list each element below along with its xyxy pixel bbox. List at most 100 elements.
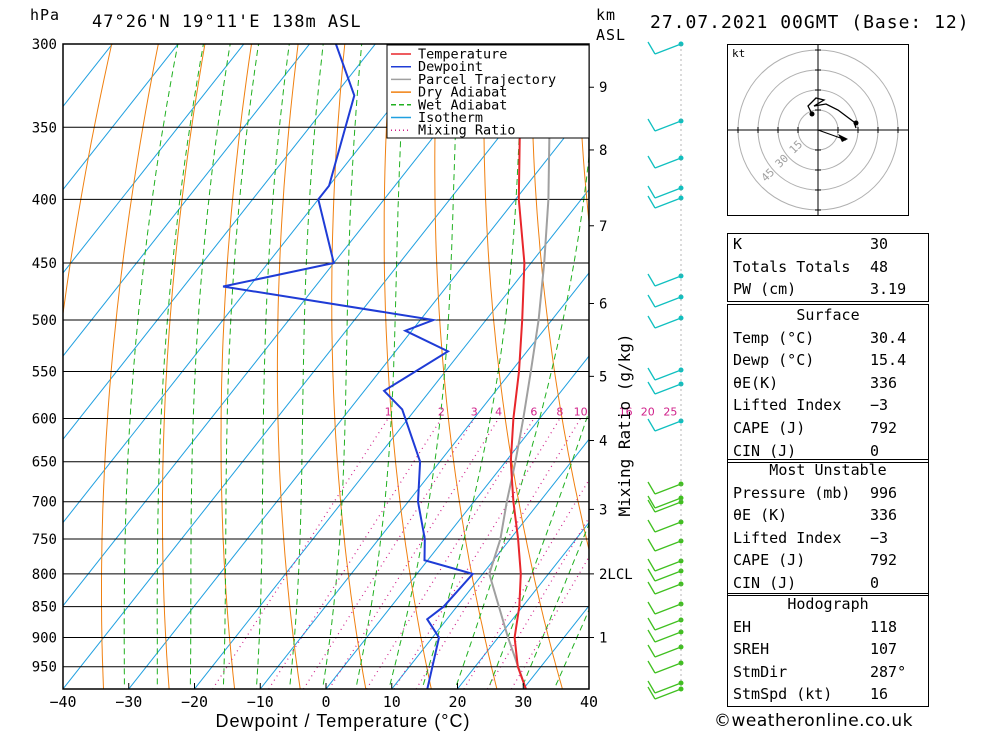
- hodograph-title: Hodograph: [787, 595, 869, 613]
- dry-adiabat-line: [101, 44, 159, 689]
- wind-barb: [654, 521, 682, 533]
- hodograph-point: [809, 111, 815, 117]
- pressure-tick-label: 750: [32, 532, 57, 548]
- dry-adiabat-lines: [63, 26, 700, 695]
- surface-label: Lifted Index: [733, 396, 842, 415]
- most-unstable-label: CAPE (J): [733, 551, 806, 570]
- legend-entry: Parcel Trajectory: [418, 72, 556, 88]
- x-tick-label: −40: [49, 693, 76, 711]
- isotherm-line: [651, 26, 701, 695]
- pressure-tick-label: 800: [32, 567, 57, 583]
- wind-barbs: [647, 41, 684, 700]
- index-value: 48: [870, 257, 889, 276]
- wet-adiabat-line: [454, 151, 589, 689]
- index-row: PW (cm) 3.19: [728, 278, 928, 301]
- wind-barb-flag: [647, 617, 656, 631]
- wind-barb: [654, 540, 682, 552]
- surface-value: 30.4: [870, 328, 907, 347]
- hodograph-row: StmDir 287°: [728, 661, 928, 684]
- pressure-tick-label: 550: [32, 364, 57, 380]
- dry-adiabat-line: [63, 44, 113, 318]
- hodograph-unit: kt: [732, 47, 745, 60]
- height-tick-label: 5: [599, 369, 607, 385]
- most-unstable-label: Pressure (mb): [733, 483, 851, 502]
- most-unstable-value: −3: [870, 528, 889, 547]
- isotherm-line: [391, 438, 589, 689]
- isotherm-line: [63, 44, 376, 441]
- wind-barb-flag: [647, 680, 656, 694]
- wind-barb: [654, 501, 682, 513]
- surface-row: CAPE (J) 792: [728, 417, 928, 440]
- surface-row: Temp (°C) 30.4: [728, 327, 928, 350]
- most-unstable-value: 0: [870, 573, 880, 592]
- wind-barb-flag: [647, 481, 656, 495]
- wind-barb: [654, 383, 682, 395]
- wind-barb-flag: [647, 273, 656, 287]
- wind-barb-dot: [678, 660, 684, 666]
- wind-barb-flag: [647, 495, 656, 509]
- pressure-tick-label: 850: [32, 600, 57, 616]
- dry-adiabat-line: [530, 44, 589, 552]
- wet-adiabat-line: [288, 44, 324, 689]
- wind-barb-flag: [647, 519, 656, 533]
- dry-adiabat-line: [276, 44, 301, 689]
- surface-title: Surface: [796, 306, 860, 324]
- wind-barb-dot: [678, 294, 684, 300]
- wind-barb-flag: [647, 185, 656, 199]
- mixing-ratio-label: 10: [574, 405, 588, 418]
- pressure-axis-ticks: 300 350 400 450 500 550 600 650 700 750 800 850 900 9…: [32, 37, 57, 676]
- wind-barb: [654, 420, 682, 432]
- wind-barb-dot: [678, 644, 684, 650]
- wind-barb-flag: [647, 629, 656, 643]
- wind-barb-flag: [647, 418, 656, 432]
- wet-adiabat-line: [322, 44, 363, 689]
- hodograph-value: 287°: [870, 662, 907, 681]
- wind-barb-flag: [647, 155, 656, 169]
- dry-adiabat-line: [577, 44, 589, 227]
- wind-barb-flag: [647, 118, 656, 132]
- wind-barb-flag: [647, 41, 656, 55]
- wind-barb-flag: [647, 367, 656, 381]
- mixing-ratio-label: 4: [495, 405, 502, 418]
- datetime-title: 27.07.2021 00GMT (Base: 12): [650, 12, 970, 33]
- credit-link[interactable]: ©weatheronline.co.uk: [714, 711, 914, 731]
- mixing-ratio-axis-label: Mixing Ratio (g/kg): [615, 333, 634, 516]
- isotherm-line: [63, 44, 311, 357]
- height-tick-label: 4: [599, 434, 607, 450]
- most-unstable-label: CIN (J): [733, 573, 797, 592]
- x-axis-ticks: −40 −30 −20 −10 0 10 20 30 40: [49, 683, 598, 711]
- wet-adiabat-lines: [123, 44, 589, 689]
- dry-adiabat-line: [331, 44, 367, 689]
- mixing-ratio-label: 1: [385, 405, 392, 418]
- isotherm-line: [63, 44, 179, 191]
- most-unstable-value: 792: [870, 551, 898, 570]
- wind-barb-dot: [678, 686, 684, 692]
- indices-table: K 30 Totals Totals 48 PW (cm) 3.19: [727, 233, 929, 302]
- height-unit: km: [596, 6, 617, 24]
- location-title: 47°26'N 19°11'E 138m ASL: [92, 12, 362, 32]
- most-unstable-row: Pressure (mb) 996: [728, 482, 928, 505]
- hodograph-row: EH 118: [728, 616, 928, 639]
- pressure-tick-label: 700: [32, 495, 57, 511]
- isotherm-line: [63, 44, 245, 274]
- index-label: Totals Totals: [733, 257, 851, 276]
- wind-barb-dot: [678, 315, 684, 321]
- wind-barb-dot: [678, 499, 684, 505]
- most-unstable-row: CAPE (J) 792: [728, 549, 928, 572]
- wind-barb: [654, 662, 682, 674]
- pressure-tick-label: 450: [32, 256, 57, 272]
- legend-entry: Temperature: [418, 47, 507, 63]
- legend-entry: Dry Adiabat: [418, 85, 507, 101]
- surface-label: CIN (J): [733, 441, 797, 460]
- index-row: Totals Totals 48: [728, 256, 928, 279]
- dry-adiabat-line: [670, 26, 700, 695]
- mixing-ratio-lines: [212, 418, 589, 689]
- wind-barb-dot: [678, 155, 684, 161]
- pressure-tick-label: 350: [32, 120, 57, 136]
- most-unstable-row: Lifted Index −3: [728, 527, 928, 550]
- wet-adiabat-line: [586, 683, 589, 689]
- legend-entry: Wet Adiabat: [418, 97, 507, 113]
- wind-barb-flag: [647, 538, 656, 552]
